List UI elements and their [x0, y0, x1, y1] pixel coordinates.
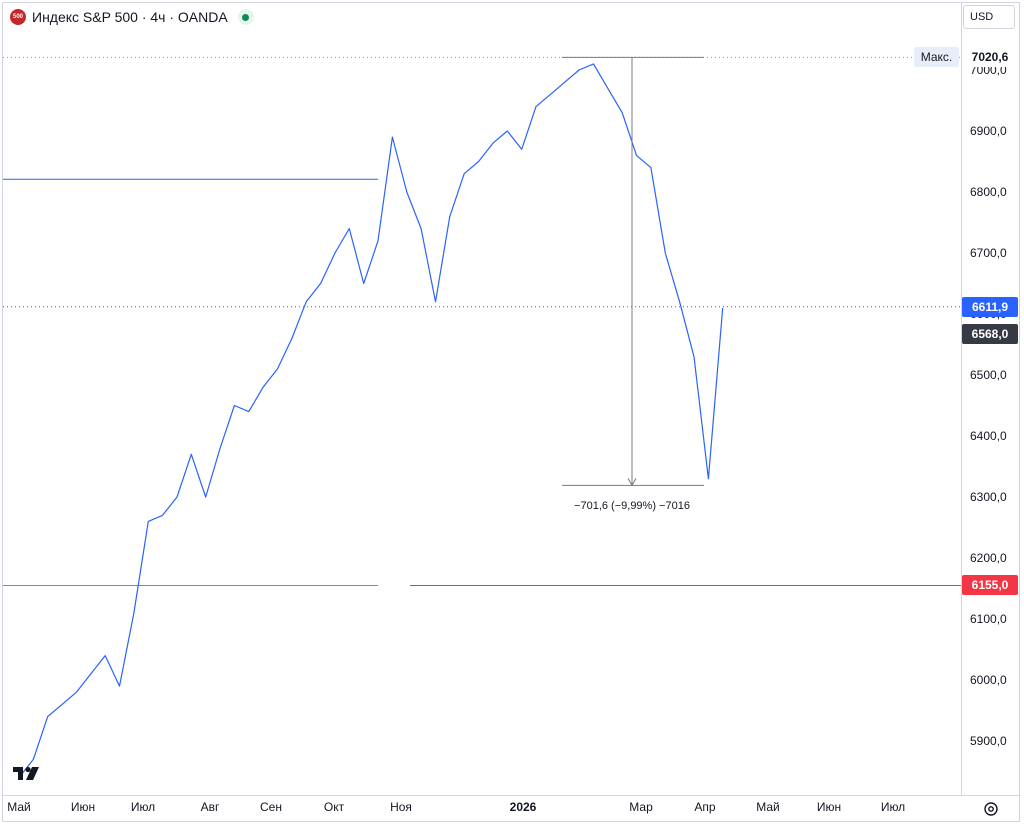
- x-tick-label: Июн: [70, 800, 96, 814]
- x-tick-label: Сен: [260, 800, 282, 814]
- settings-gear-icon[interactable]: [982, 800, 1000, 818]
- x-tick-label: Окт: [323, 800, 345, 814]
- y-tick-label: 6100,0: [970, 612, 1007, 626]
- y-tick-label: 6900,0: [970, 124, 1007, 138]
- x-tick-label: Ноя: [390, 800, 412, 814]
- x-tick-label: Май: [756, 800, 780, 814]
- y-tick-label: 6000,0: [970, 673, 1007, 687]
- y-tick-label: 6400,0: [970, 429, 1007, 443]
- measure-label: −701,6 (−9,99%) −7016: [574, 500, 690, 513]
- x-tick-label: Апр: [694, 800, 716, 814]
- price-line-series: [18, 63, 724, 778]
- x-tick-label: Авг: [200, 800, 220, 814]
- y-tick-label: 6500,0: [970, 368, 1007, 382]
- x-tick-label: Июн: [816, 800, 842, 814]
- x-tick-label: Июл: [880, 800, 906, 814]
- x-tick-label: Июл: [130, 800, 156, 814]
- current-price-tag: 6611,9: [962, 296, 1018, 317]
- x-tick-label: Мар: [629, 800, 653, 814]
- x-tick-label: Май: [7, 800, 31, 814]
- close-price-tag: 6568,0: [962, 323, 1018, 344]
- y-tick-label: 6300,0: [970, 490, 1007, 504]
- max-price-label: Макс.: [914, 47, 959, 68]
- tradingview-logo-icon[interactable]: [12, 763, 44, 783]
- y-tick-label: 6200,0: [970, 551, 1007, 565]
- x-tick-label: 2026: [509, 800, 537, 814]
- chart-header: 500 Индекс S&P 500 · 4ч · OANDA: [10, 7, 254, 27]
- market-status-icon[interactable]: [237, 9, 254, 25]
- y-tick-label: 6800,0: [970, 185, 1007, 199]
- currency-selector[interactable]: USD: [963, 5, 1015, 29]
- symbol-title[interactable]: Индекс S&P 500 · 4ч · OANDA: [32, 9, 228, 25]
- price-axis-border: [961, 3, 962, 796]
- market-status-dot: [242, 13, 250, 21]
- time-axis-border: [3, 795, 1019, 796]
- measure-arrow-icon: [627, 478, 637, 487]
- red-level-price-tag: 6155,0: [962, 575, 1018, 596]
- symbol-logo[interactable]: 500: [10, 9, 26, 25]
- max-price-tag: 7020,6: [962, 47, 1018, 68]
- y-tick-label: 6700,0: [970, 246, 1007, 260]
- y-tick-label: 5900,0: [970, 734, 1007, 748]
